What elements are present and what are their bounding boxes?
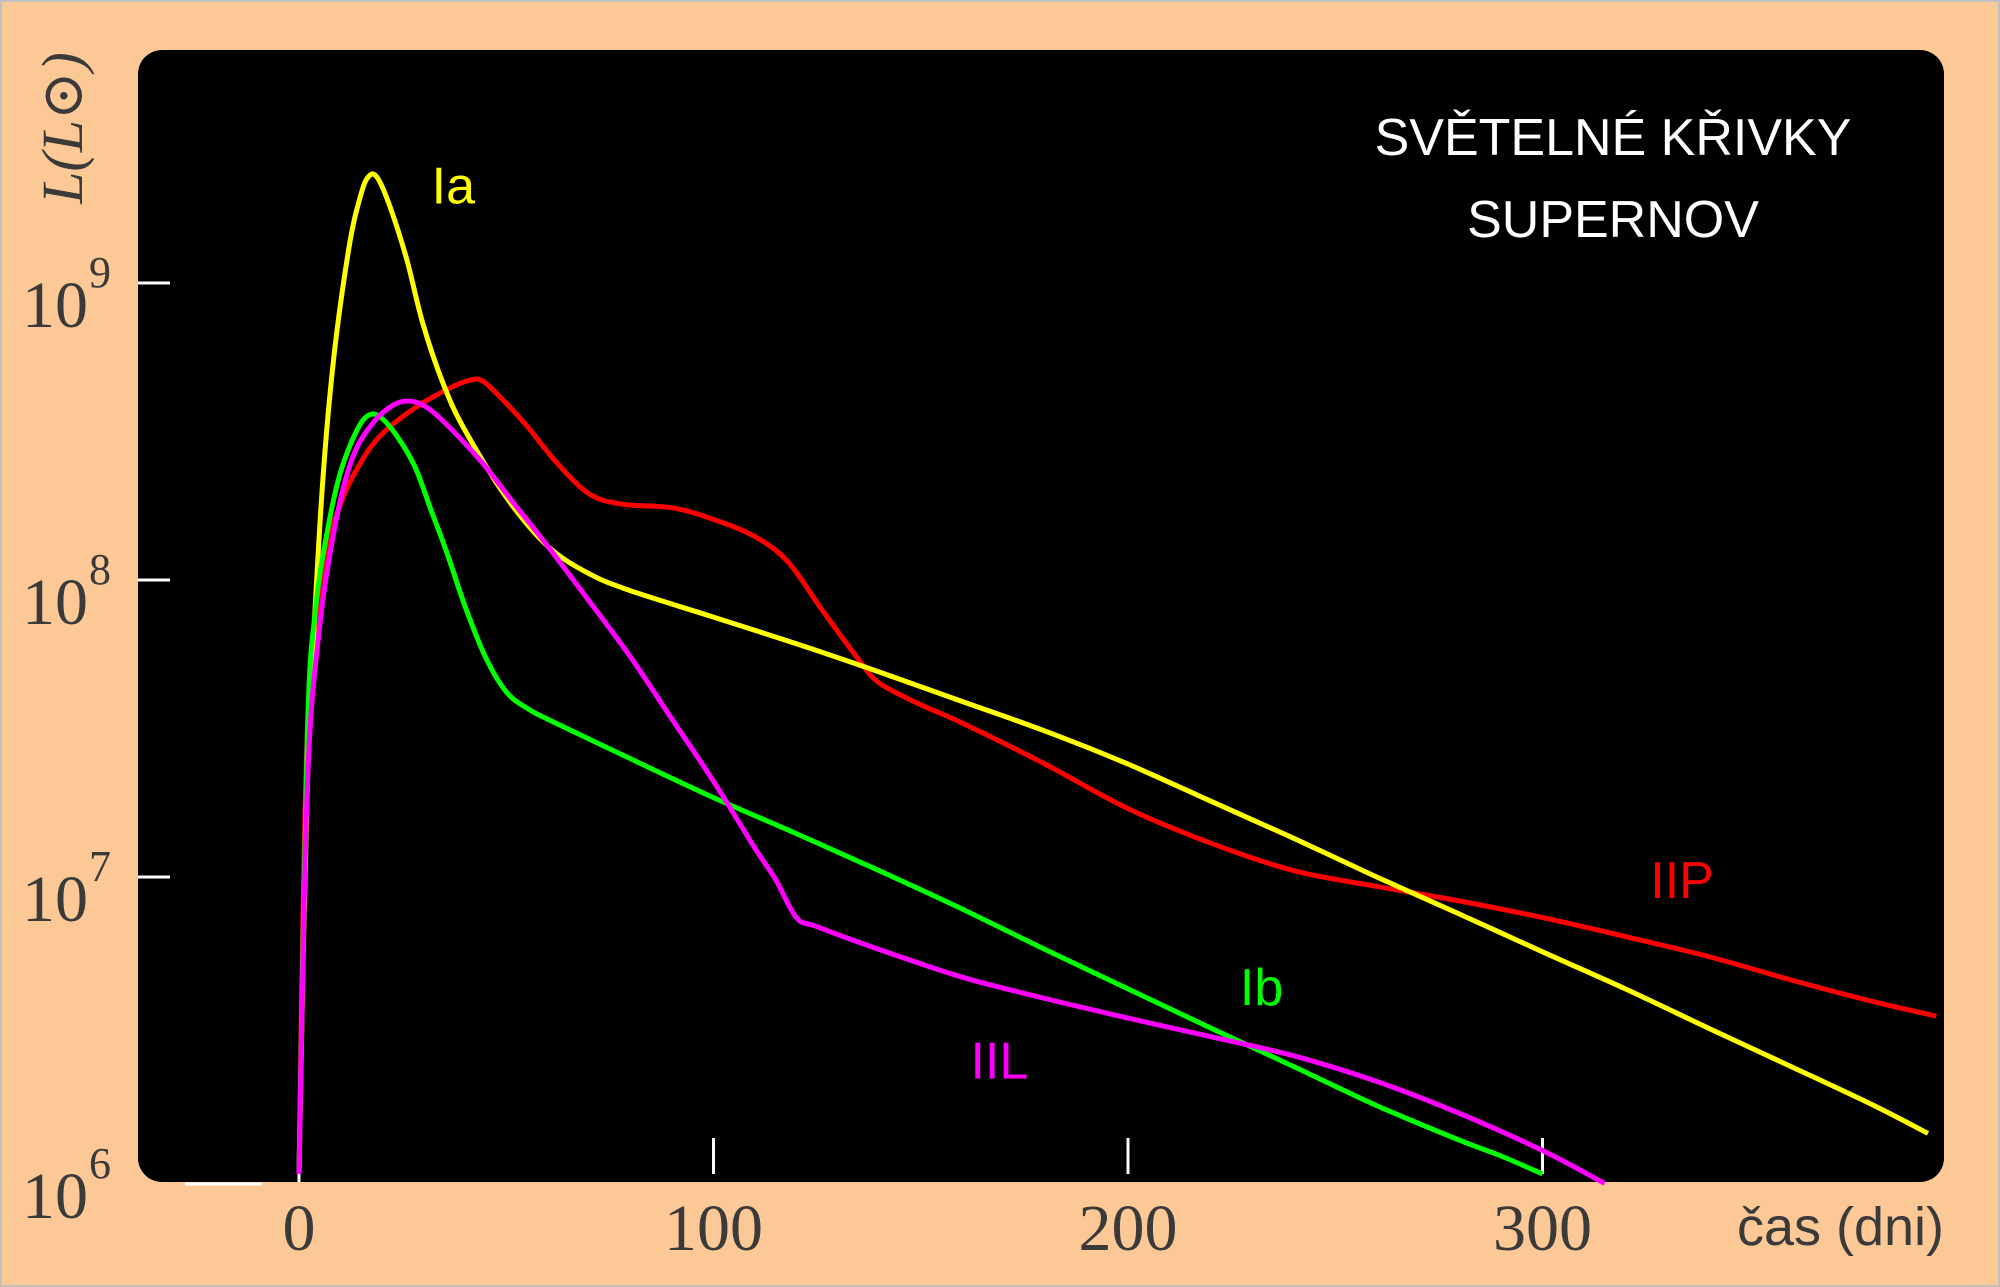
series-label-iip: IIP <box>1650 852 1714 910</box>
tick-marks <box>138 281 1544 1186</box>
chart-title-line-2: SUPERNOV <box>1467 191 1759 249</box>
x-axis-label: čas (dni) <box>1737 1197 1944 1257</box>
x-tick-labels: 0 100 200 300 <box>283 1192 1593 1265</box>
x-tick-label-0: 0 <box>283 1192 316 1265</box>
y-tick-label-exp-0: 6 <box>89 1139 111 1188</box>
y-tick-label-2: 10 <box>22 566 88 639</box>
y-axis-label: L(L⊙) <box>30 52 95 205</box>
series-line-iil <box>296 398 1606 1186</box>
series-label-ib: Ib <box>1240 959 1283 1017</box>
y-tick-label-0: 10 <box>22 1160 88 1233</box>
x-tick-label-100: 100 <box>664 1192 763 1265</box>
y-tick-label-exp-2: 8 <box>89 545 111 594</box>
y-tick-label-1: 10 <box>22 863 88 936</box>
series-label-iil: IIL <box>970 1032 1028 1090</box>
series-line-iip <box>296 376 1937 1175</box>
x-tick-label-200: 200 <box>1079 1192 1178 1265</box>
y-tick-label-exp-1: 7 <box>89 842 111 891</box>
series-line-ib <box>296 411 1544 1177</box>
y-tick-label-3: 10 <box>22 269 88 342</box>
x-tick-label-300: 300 <box>1493 1192 1592 1265</box>
series-label-ia: Ia <box>432 158 475 216</box>
series-layer <box>296 171 1937 1186</box>
plot-area <box>138 50 1944 1182</box>
chart-title-line-1: SVĚTELNÉ KŘIVKY <box>1375 109 1852 167</box>
y-tick-label-exp-3: 9 <box>89 248 111 297</box>
series-labels: Ia IIP Ib IIL <box>432 158 1714 1091</box>
series-line-ia <box>296 171 1930 1175</box>
